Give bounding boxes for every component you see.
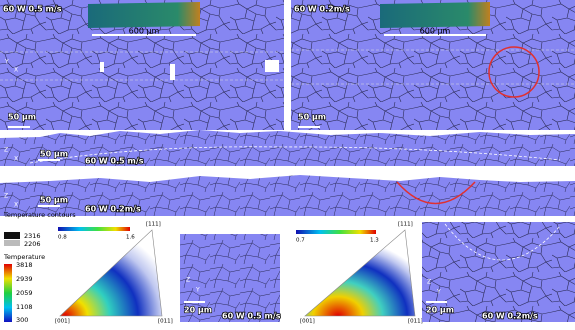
- colorbar-label: 1.6: [126, 235, 135, 241]
- legend-value: 1108: [16, 303, 33, 311]
- scale-bar: 50 µm: [298, 113, 326, 122]
- colorbar-label: 0.8: [58, 235, 67, 241]
- cross-section-2: Z X 50 µm 60 W 0.2m/s: [0, 175, 575, 216]
- inset-3d: [88, 2, 200, 28]
- inset-scale: 600 µm: [129, 27, 160, 36]
- inset-3d: [380, 2, 490, 28]
- map-2: Z Y 20 µm 60 W 0.2m/s: [422, 222, 575, 322]
- panel-label: 60 W 0.5 m/s: [222, 312, 281, 321]
- legend-value: 2939: [16, 275, 33, 283]
- corner-label: [011]: [158, 319, 173, 325]
- legend-title: Temperature: [3, 253, 45, 261]
- grain-map: [0, 130, 575, 166]
- map-1: Z Y 20 µm 60 W 0.5 m/s: [180, 222, 282, 322]
- corner-label: [001]: [300, 319, 315, 325]
- legend-value: 2059: [16, 289, 33, 297]
- legend-value: 2206: [24, 240, 41, 248]
- inset-scale: 600 µm: [420, 27, 451, 36]
- colorbar: [4, 264, 12, 322]
- legend-value: 3818: [16, 261, 33, 269]
- axis-label: X: [14, 202, 18, 209]
- panel-label: 60 W 0.2m/s: [85, 205, 141, 214]
- legend-title: Temperature contours: [3, 211, 76, 219]
- axis-label: Z: [427, 279, 431, 286]
- legend-value: 300: [16, 316, 28, 324]
- pole-figure-1: 0.8 1.6 [111] [001] [011]: [55, 222, 173, 325]
- axis-label: Z: [186, 277, 190, 284]
- panel-label: 60 W 0.5 m/s: [85, 157, 144, 166]
- corner-label: [111]: [146, 222, 161, 228]
- top-left-panel: 600 µm 60 W 0.5 m/s Y X 50 µm: [0, 0, 284, 130]
- scale-bar: 50 µm: [40, 196, 68, 205]
- axis-label: Z: [4, 147, 8, 154]
- axis-label: Z: [4, 193, 8, 200]
- scale-bar: 50 µm: [8, 113, 36, 122]
- axis-label: X: [14, 156, 18, 163]
- grain-map: [0, 175, 575, 216]
- colorbar-label: 0.7: [296, 238, 305, 244]
- corner-label: [001]: [55, 319, 70, 325]
- axis-label: X: [14, 67, 18, 74]
- cross-section-1: Z X 50 µm 60 W 0.5 m/s: [0, 130, 575, 166]
- corner-label: [111]: [398, 222, 413, 228]
- top-right-panel: 600 µm 60 W 0.2m/s 50 µm: [291, 0, 575, 130]
- colorbar-label: 1.3: [370, 238, 379, 244]
- panel-label: 60 W 0.5 m/s: [3, 5, 62, 14]
- grain-map: [180, 222, 280, 322]
- legend-value: 2316: [24, 232, 41, 240]
- scale-bar: 20 µm: [184, 306, 212, 315]
- panel-label: 60 W 0.2m/s: [294, 5, 350, 14]
- axis-label: Y: [4, 59, 9, 66]
- temperature-legend: Temperature contours 2316 2206 Temperatu…: [3, 211, 76, 324]
- pole-figure-2: 0.7 1.3 [111] [001] [011]: [296, 222, 423, 325]
- scale-bar: 50 µm: [40, 150, 68, 159]
- panel-label: 60 W 0.2m/s: [482, 312, 538, 321]
- grain-map: [422, 222, 575, 322]
- scale-bar: 20 µm: [426, 306, 454, 315]
- corner-label: [011]: [408, 319, 423, 325]
- axis-label: Y: [436, 289, 441, 296]
- axis-label: Y: [195, 287, 200, 294]
